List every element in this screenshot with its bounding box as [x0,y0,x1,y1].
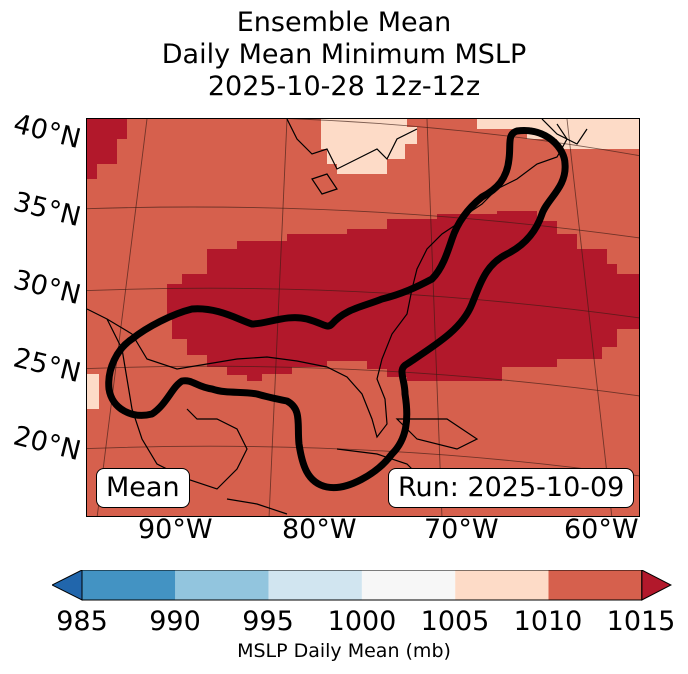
lat-label-40: 40°N [10,108,84,156]
title-line-1: Ensemble Mean [236,7,452,38]
colorbar-tick-1010: 1010 [513,606,583,637]
colorbar [52,570,672,601]
colorbar-under-arrow [52,570,83,601]
colorbar-tick-990: 990 [149,606,201,637]
colorbar-tick-1005: 1005 [420,606,490,637]
field-1005-north [321,119,639,174]
colorbar-tick-1015: 1015 [606,606,676,637]
colorbar-bin-995-1000 [268,570,362,600]
graticule [87,119,639,516]
lat-label-25: 25°N [10,342,84,390]
colorbar-bin-985-990 [82,570,176,600]
colorbar-bin-990-995 [175,570,269,600]
colorbar-bin-1000-1005 [361,570,456,600]
lon-label-90w: 90°W [138,514,213,545]
field-1005-west [87,374,99,409]
run-date-box: Run: 2025-10-09 [388,468,635,508]
map-svg [87,119,639,516]
mslp-contour [105,127,569,492]
lon-label-80w: 80°W [282,514,357,545]
colorbar-bin-1010-1015 [548,570,642,600]
lon-label-70w: 70°W [424,514,499,545]
colorbar-tick-1000: 1000 [327,606,397,637]
colorbar-label: MSLP Daily Mean (mb) [237,640,451,662]
colorbar-tick-985: 985 [56,606,108,637]
mean-label-box: Mean [96,468,190,508]
title-line-3: 2025-10-28 12z-12z [207,71,481,102]
map-panel [86,118,640,517]
lat-label-30: 30°N [10,264,84,312]
lon-label-60w: 60°W [564,514,639,545]
colorbar-bin-1005-1010 [455,570,549,600]
colorbar-over-arrow [641,570,672,601]
lat-label-35: 35°N [10,186,84,234]
colorbar-tick-995: 995 [242,606,294,637]
title-line-2: Daily Mean Minimum MSLP [161,39,527,70]
lat-label-20: 20°N [10,420,84,468]
